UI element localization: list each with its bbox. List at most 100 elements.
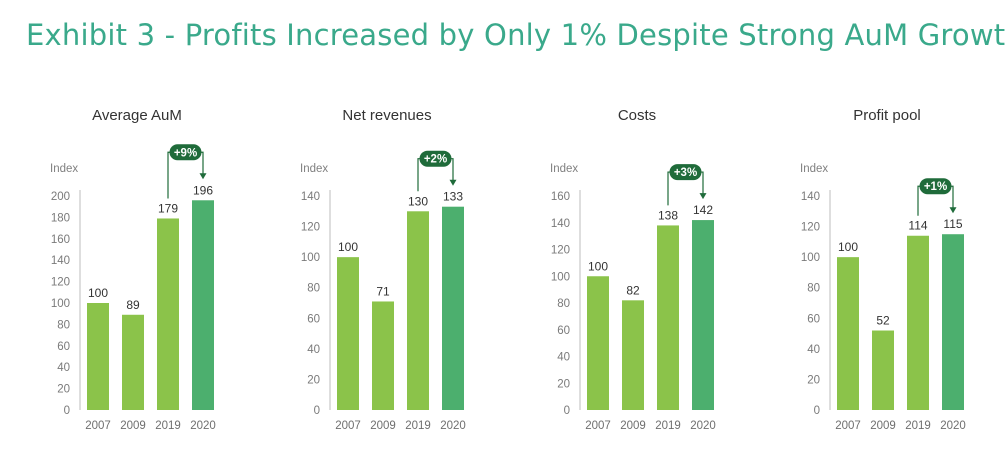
x-tick-label: 2009: [370, 420, 396, 432]
bar-2009: [372, 301, 394, 410]
chart-profit-pool: Profit pool Index 0 20 40 60 80 100 120 140 100 200…: [800, 107, 966, 432]
y-tick-label: 140: [801, 191, 820, 203]
bar-2007: [337, 257, 359, 410]
x-tick-label: 2020: [440, 420, 466, 432]
data-label: 89: [126, 298, 140, 312]
bar-2007: [837, 257, 859, 410]
y-tick-label: 60: [307, 313, 320, 325]
chart-title: Costs: [618, 107, 656, 124]
arrow-head-icon: [199, 173, 207, 180]
growth-badge: [169, 144, 202, 161]
arrow-head-icon: [449, 179, 457, 186]
y-tick-label: 100: [301, 252, 320, 264]
data-label: 130: [408, 194, 428, 208]
y-tick-label: 120: [801, 222, 820, 234]
data-label: 196: [193, 183, 213, 197]
y-tick-label: 140: [301, 191, 320, 203]
x-tick-label: 2020: [940, 420, 966, 432]
x-tick-label: 2009: [870, 420, 896, 432]
y-tick-label: 0: [564, 405, 570, 417]
y-axis-label: Index: [550, 163, 578, 175]
y-tick-label: 100: [801, 252, 820, 264]
data-label: 100: [588, 259, 608, 273]
bar-2020: [442, 206, 464, 410]
bar-2020: [692, 220, 714, 410]
y-tick-label: 0: [64, 405, 70, 417]
y-tick-label: 160: [551, 191, 570, 203]
x-tick-label: 2007: [335, 420, 361, 432]
y-tick-label: 80: [557, 298, 570, 310]
y-axis-label: Index: [800, 163, 828, 175]
chart-title: Net revenues: [342, 107, 431, 124]
x-tick-label: 2009: [120, 420, 146, 432]
bar-2019: [407, 211, 429, 410]
y-tick-label: 40: [57, 362, 70, 374]
data-label: 115: [943, 217, 962, 231]
data-label: 142: [693, 203, 713, 217]
bar-2009: [872, 330, 894, 410]
y-tick-label: 160: [51, 234, 70, 246]
data-label: 133: [443, 190, 463, 204]
arrow-head-icon: [949, 207, 957, 214]
y-axis-label: Index: [300, 163, 328, 175]
growth-badge-label: +2%: [424, 154, 447, 166]
y-axis-label: Index: [50, 163, 78, 175]
chart-costs: Costs Index 0 20 40 60 80 100 120 140 160 100 2007 82…: [550, 107, 716, 432]
growth-badge-label: +3%: [674, 167, 697, 179]
y-tick-label: 200: [51, 191, 70, 203]
chart-average-aum: Average AuM Index 0 20 40 60 80 100 120 140 160 180…: [50, 107, 216, 432]
data-label: 138: [658, 208, 678, 222]
y-tick-label: 120: [301, 222, 320, 234]
x-tick-label: 2020: [690, 420, 716, 432]
bar-2020: [942, 234, 964, 410]
y-tick-label: 0: [314, 405, 320, 417]
bar-2019: [907, 235, 929, 410]
y-tick-label: 80: [807, 283, 820, 295]
growth-badge-label: +9%: [174, 147, 197, 159]
x-tick-label: 2019: [155, 420, 181, 432]
bar-2007: [87, 303, 109, 410]
x-tick-label: 2007: [585, 420, 611, 432]
y-tick-label: 80: [57, 319, 70, 331]
growth-badge-label: +1%: [924, 181, 947, 193]
data-label: 114: [908, 219, 927, 233]
bar-2007: [587, 276, 609, 410]
data-label: 71: [376, 284, 390, 298]
data-label: 82: [626, 283, 640, 297]
bar-2019: [157, 218, 179, 410]
data-label: 100: [88, 286, 108, 300]
y-tick-label: 180: [51, 212, 70, 224]
y-tick-label: 100: [51, 298, 70, 310]
growth-badge: [419, 150, 452, 167]
growth-badge: [919, 178, 952, 195]
y-tick-label: 120: [51, 277, 70, 289]
chart-title: Profit pool: [853, 107, 921, 124]
y-tick-label: 20: [557, 378, 570, 390]
x-tick-label: 2019: [905, 420, 931, 432]
y-tick-label: 100: [551, 271, 570, 283]
y-tick-label: 140: [51, 255, 70, 267]
growth-badge: [669, 164, 702, 181]
x-tick-label: 2009: [620, 420, 646, 432]
y-tick-label: 20: [57, 384, 70, 396]
chart-net-revenues: Net revenues Index 0 20 40 60 80 100 120 140 100 20…: [300, 107, 466, 432]
bar-2020: [192, 200, 214, 410]
bar-2019: [657, 225, 679, 410]
y-tick-label: 0: [814, 405, 820, 417]
y-tick-label: 40: [307, 344, 320, 356]
arrow-head-icon: [699, 193, 707, 200]
chart-title: Average AuM: [92, 107, 182, 124]
x-tick-label: 2007: [85, 420, 111, 432]
x-tick-label: 2020: [190, 420, 216, 432]
data-label: 179: [158, 201, 178, 215]
bar-2009: [122, 314, 144, 410]
data-label: 52: [876, 314, 890, 328]
x-tick-label: 2007: [835, 420, 861, 432]
data-label: 100: [338, 240, 358, 254]
exhibit-title: Exhibit 3 - Profits Increased by Only 1%…: [26, 18, 1007, 52]
x-tick-label: 2019: [655, 420, 681, 432]
data-label: 100: [838, 240, 858, 254]
bar-2009: [622, 300, 644, 410]
x-tick-label: 2019: [405, 420, 431, 432]
y-tick-label: 60: [807, 313, 820, 325]
